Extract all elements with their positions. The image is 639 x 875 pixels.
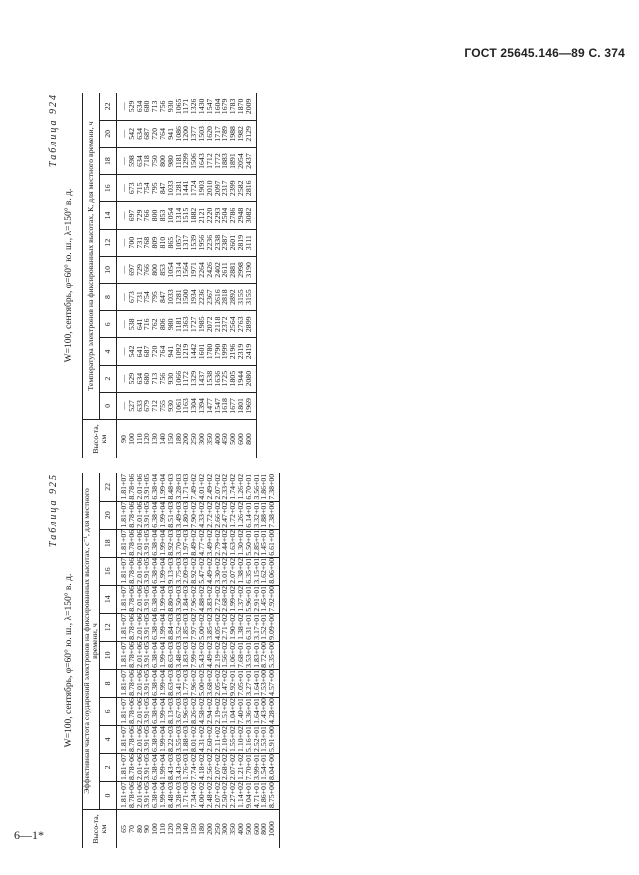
value-cell: 6.61+00 (267, 529, 280, 558)
value-cell: 2129 (244, 120, 257, 148)
table-row: 800 1969 2080 2419 2899 3155 3190 3111 3082 2816 2… (244, 93, 257, 458)
table-number: Таблица 925 (48, 473, 59, 547)
column-header: 6 (99, 310, 117, 338)
table-caption: W=100, сентябрь, φ=60° ю. ш., λ=150° в. … (64, 573, 74, 748)
row-header: Высо-та, км (82, 419, 117, 458)
value-cell: 2437 (244, 147, 257, 175)
header-label: Эффективная частота соударений электроно… (82, 473, 100, 810)
page-signature: 6—1* (14, 828, 44, 842)
column-header: 20 (99, 120, 117, 148)
column-header-row: 0 2 4 6 8 10 12 14 16 18 20 22 (99, 93, 117, 458)
column-header: 2 (99, 365, 117, 393)
column-header: 0 (99, 781, 117, 810)
value-cell: 9.09+00 (267, 613, 280, 642)
value-cell: 3082 (244, 201, 257, 230)
value-cell: 3111 (244, 229, 257, 257)
table-body: 65 1.81+07 1.81+07 1.81+07 1.81+07 1.81+07 1.8… (116, 473, 280, 848)
column-header: 14 (99, 585, 117, 614)
value-cell: 7.92+00 (267, 585, 280, 614)
header-label: Температура электронов на фиксированных … (82, 93, 100, 420)
column-header: 12 (99, 613, 117, 642)
table-924-block: Таблица 924 W=100, сентябрь, φ=60° ю. ш.… (48, 93, 603, 458)
column-header: 10 (99, 641, 117, 670)
collision-frequency-table: Высо-та, км Эффективная частота соударен… (82, 473, 280, 848)
value-cell: 5.35+00 (267, 641, 280, 670)
altitude-cell: 800 (244, 419, 257, 458)
table-body: 90— — — — — — — — — — — —100 527 529 542 538 673 697 700 69… (116, 93, 257, 458)
column-header: 4 (99, 725, 117, 754)
column-header: 18 (99, 529, 117, 558)
column-header: 6 (99, 697, 117, 726)
value-cell: 8.75+00 (267, 781, 280, 810)
table-row: 1000 8.75+00 8.04+00 5.91+00 4.28+00 4.57+00 5… (267, 473, 280, 848)
value-cell: 1969 (244, 392, 257, 420)
column-header: 16 (99, 174, 117, 202)
value-cell: 2816 (244, 174, 257, 202)
value-cell: 2419 (244, 337, 257, 366)
altitude-cell: 1000 (267, 809, 280, 848)
column-header: 22 (99, 473, 117, 502)
value-cell: 4.57+00 (267, 669, 280, 698)
value-cell: 2080 (244, 365, 257, 393)
value-cell: 4.28+00 (267, 697, 280, 726)
column-header: 0 (99, 392, 117, 420)
table-925-block: Таблица 925 W=100, сентябрь, φ=60° ю. ш.… (48, 473, 603, 848)
table-caption: W=100, сентябрь, φ=60° ю. ш., λ=150° в. … (64, 188, 74, 363)
value-cell: 3190 (244, 256, 257, 284)
value-cell: 2899 (244, 310, 257, 338)
value-cell: 8.04+00 (267, 753, 280, 782)
value-cell: 3155 (244, 283, 257, 311)
value-cell: 7.38+00 (267, 473, 280, 502)
column-header: 12 (99, 229, 117, 257)
column-header: 14 (99, 201, 117, 230)
row-header: Высо-та, км (82, 809, 117, 848)
column-header: 4 (99, 337, 117, 366)
column-header: 16 (99, 557, 117, 586)
page-header: ГОСТ 25645.146—89 С. 374 (464, 46, 625, 60)
electron-temperature-table: Высо-та, км Температура электронов на фи… (82, 93, 257, 458)
column-header: 20 (99, 501, 117, 530)
table-number: Таблица 924 (48, 93, 59, 167)
value-cell: 2009 (244, 93, 257, 121)
value-cell: 7.38+00 (267, 501, 280, 530)
column-header: 18 (99, 147, 117, 175)
column-header: 8 (99, 669, 117, 698)
column-header: 22 (99, 93, 117, 121)
column-header: 10 (99, 256, 117, 284)
column-header: 2 (99, 753, 117, 782)
value-cell: 8.06+00 (267, 557, 280, 586)
column-header-row: 0 2 4 6 8 10 12 14 16 18 20 22 (99, 473, 117, 848)
value-cell: 5.91+00 (267, 725, 280, 754)
column-header: 8 (99, 283, 117, 311)
